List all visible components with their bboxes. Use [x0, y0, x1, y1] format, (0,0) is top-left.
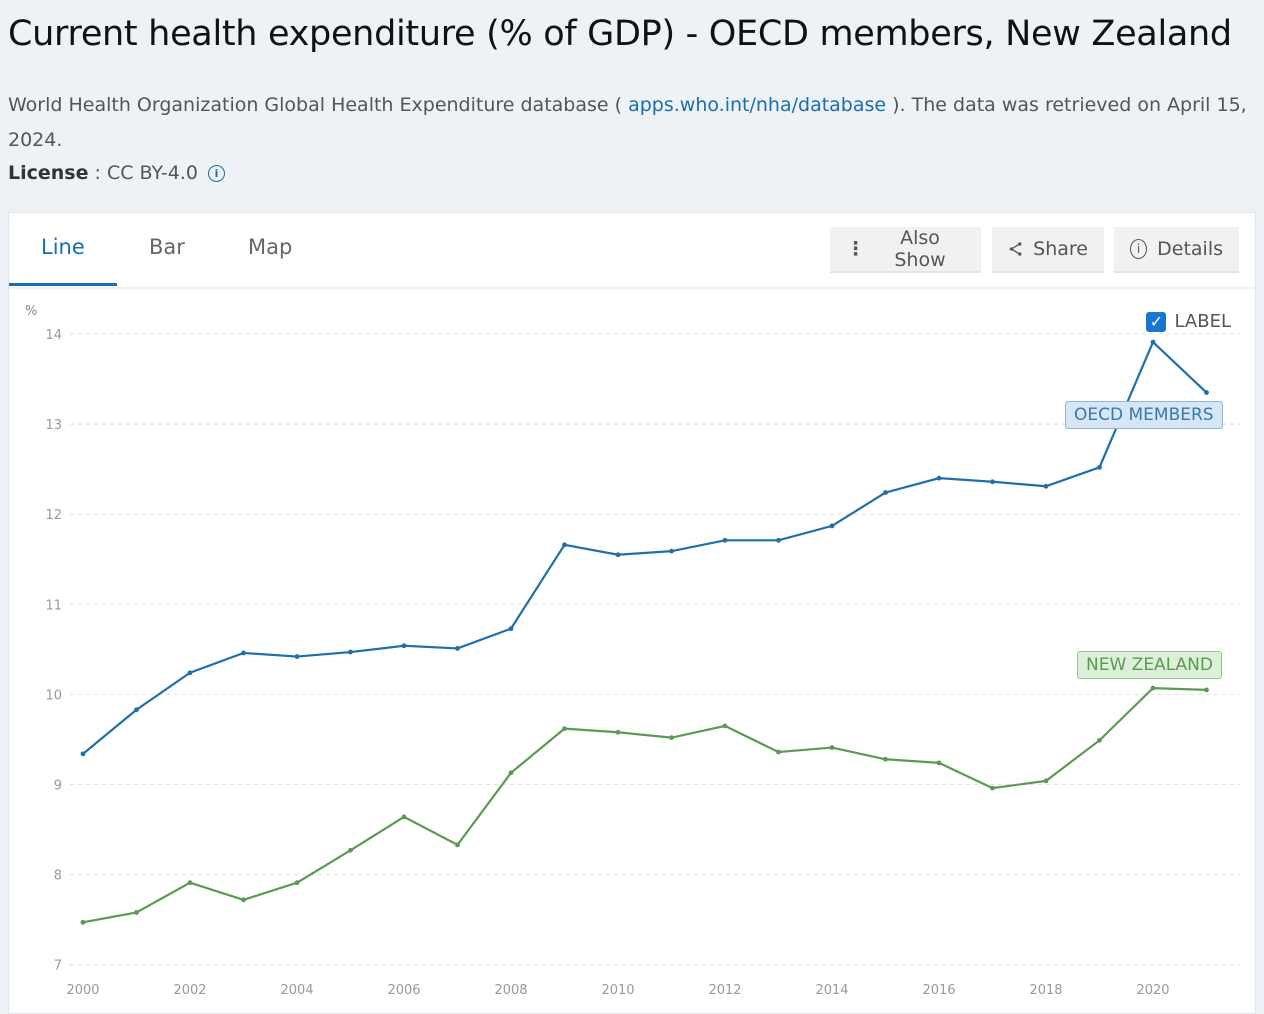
x-tick-label: 2000 [66, 983, 99, 998]
y-tick-label: 11 [45, 598, 62, 613]
x-tick-label: 2016 [922, 983, 955, 998]
y-tick-label: 10 [45, 688, 62, 703]
series-label-oecd: OECD MEMBERS [1065, 401, 1223, 429]
data-point [134, 910, 139, 915]
tab-map[interactable]: Map [248, 235, 293, 259]
data-point [401, 643, 407, 649]
data-point [1043, 483, 1049, 489]
x-tick-label: 2006 [387, 983, 420, 998]
label-toggle-text: LABEL [1174, 311, 1231, 332]
y-tick-label: 12 [45, 508, 62, 523]
active-tab-indicator [9, 283, 117, 286]
also-show-label: Also Show [894, 227, 946, 271]
data-point [508, 626, 514, 632]
label-toggle[interactable]: ✓ LABEL [1146, 311, 1231, 332]
data-point [562, 542, 567, 548]
data-point [669, 548, 674, 554]
x-tick-label: 2020 [1136, 983, 1169, 998]
data-point [1204, 390, 1209, 395]
license-label: License [8, 162, 89, 184]
license: License : CC BY-4.0 i [8, 162, 225, 184]
source-text: World Health Organization Global Health … [8, 88, 1258, 158]
data-point [1150, 685, 1156, 691]
x-tick-label: 2010 [601, 983, 634, 998]
x-tick-label: 2012 [708, 983, 741, 998]
details-button[interactable]: i Details [1114, 227, 1239, 273]
data-point [294, 654, 300, 659]
license-value: : CC BY-4.0 [88, 162, 198, 184]
y-tick-label: 14 [45, 328, 62, 343]
y-tick-label: 9 [54, 779, 62, 794]
data-point [294, 880, 300, 886]
checkbox-checked-icon[interactable]: ✓ [1146, 311, 1167, 332]
share-label: Share [1033, 238, 1088, 260]
chart-tabs: Line Bar Map ⋮ Also Show Share i Details [9, 213, 1255, 289]
data-point [776, 749, 781, 755]
data-point [829, 523, 835, 529]
x-tick-label: 2014 [815, 983, 848, 998]
data-point [722, 723, 728, 729]
data-point [80, 919, 86, 925]
info-icon[interactable]: i [207, 165, 225, 182]
data-point [936, 475, 942, 481]
page-title: Current health expenditure (% of GDP) - … [8, 14, 1232, 54]
data-point [187, 880, 193, 886]
data-point [990, 785, 995, 791]
data-point [134, 707, 139, 713]
details-label: Details [1157, 238, 1223, 260]
y-tick-label: 8 [54, 869, 62, 884]
data-point [722, 537, 728, 543]
data-point [562, 726, 567, 732]
source-suffix: ). The data was retrieved on April 15, 2… [8, 94, 1247, 151]
series-line-0 [82, 340, 1208, 755]
y-tick-label: 7 [54, 959, 62, 974]
tab-bar[interactable]: Bar [149, 235, 185, 259]
x-tick-label: 2018 [1029, 983, 1062, 998]
data-point [829, 745, 835, 750]
data-point [883, 490, 888, 495]
tab-line[interactable]: Line [41, 235, 85, 259]
y-tick-label: 13 [45, 418, 62, 433]
data-point [1204, 687, 1209, 693]
share-button[interactable]: Share [992, 227, 1104, 273]
data-point [348, 649, 353, 655]
data-point [615, 552, 621, 558]
x-tick-label: 2002 [173, 983, 206, 998]
data-point [1097, 464, 1102, 470]
data-point [1150, 339, 1156, 345]
info-icon: i [1130, 239, 1148, 259]
data-point [241, 650, 246, 656]
more-vertical-icon: ⋮ [846, 238, 865, 260]
source-prefix: World Health Organization Global Health … [8, 94, 629, 116]
data-point [80, 751, 86, 757]
series-label-nz: NEW ZEALAND [1077, 651, 1222, 679]
data-point [776, 537, 781, 543]
data-point [615, 729, 621, 735]
data-point [455, 842, 460, 848]
data-point [990, 479, 995, 485]
data-point [348, 847, 353, 853]
x-tick-label: 2008 [494, 983, 527, 998]
data-point [401, 814, 407, 820]
data-point [883, 756, 888, 762]
share-icon [1009, 242, 1022, 256]
y-axis-unit: % [25, 304, 37, 319]
data-point [455, 646, 460, 651]
data-point [241, 897, 246, 903]
data-point [936, 760, 942, 766]
data-point [508, 770, 514, 776]
also-show-button[interactable]: ⋮ Also Show [830, 227, 981, 273]
source-link[interactable]: apps.who.int/nha/database [628, 94, 887, 116]
data-point [669, 735, 674, 741]
data-point [187, 670, 193, 676]
data-point [1097, 737, 1102, 743]
x-tick-label: 2004 [280, 983, 313, 998]
data-point [1043, 778, 1049, 784]
chart-card: Line Bar Map ⋮ Also Show Share i Details ✓… [8, 212, 1256, 1014]
series-line-1 [82, 686, 1207, 924]
